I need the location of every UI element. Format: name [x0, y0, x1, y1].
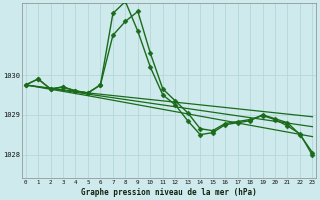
X-axis label: Graphe pression niveau de la mer (hPa): Graphe pression niveau de la mer (hPa) [81, 188, 257, 197]
